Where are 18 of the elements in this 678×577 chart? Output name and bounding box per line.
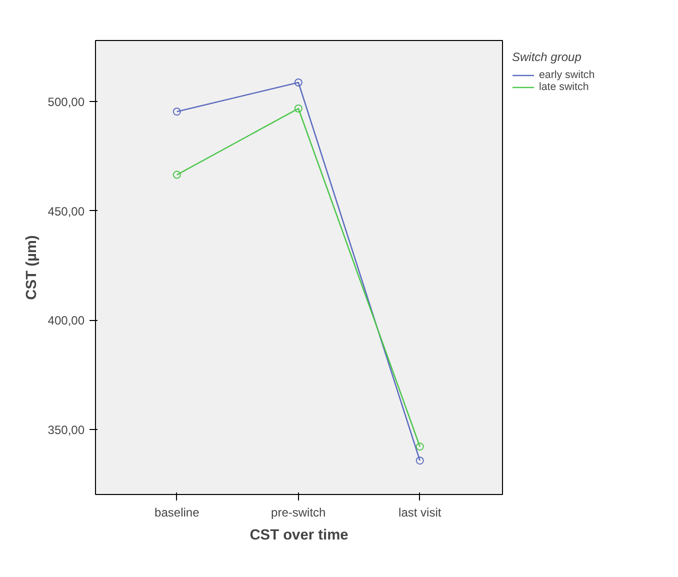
- legend-label: early switch: [539, 69, 595, 81]
- y-tick-label: 450,00: [48, 204, 85, 218]
- x-tick-label: pre-switch: [271, 506, 326, 520]
- legend-title: Switch group: [512, 50, 582, 64]
- y-tick-label: 500,00: [48, 95, 85, 110]
- x-axis-title: CST over time: [250, 528, 348, 544]
- point: [416, 442, 424, 451]
- point: [172, 108, 181, 116]
- y-tick-label: 350,00: [48, 423, 85, 438]
- legend-label: late switch: [539, 81, 589, 93]
- y-tick-label: 400,00: [48, 314, 85, 328]
- x-tick-label: baseline: [154, 506, 200, 520]
- point: [294, 78, 302, 86]
- x-tick-label: last visit: [398, 506, 442, 520]
- point: [294, 104, 302, 113]
- point: [172, 170, 181, 179]
- point: [416, 456, 424, 465]
- y-axis-title: CST (µm): [24, 235, 40, 300]
